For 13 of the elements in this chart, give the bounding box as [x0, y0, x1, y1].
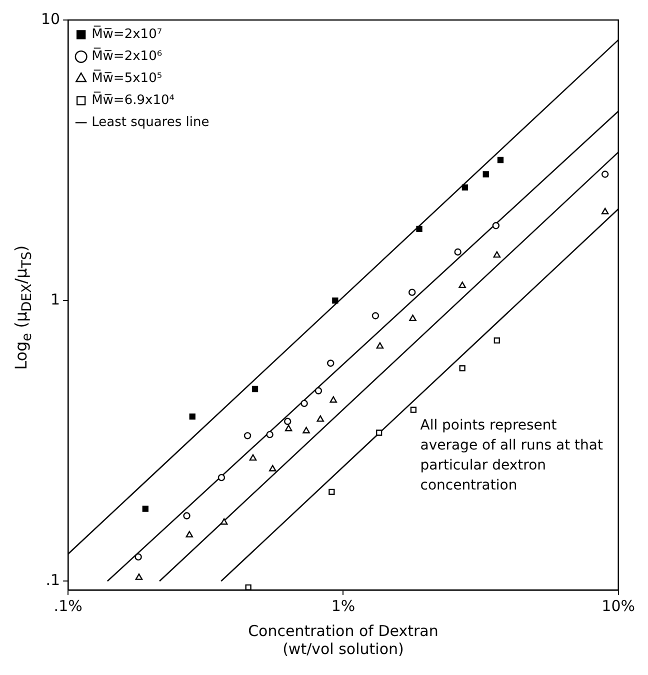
- y-tick-label: 1: [50, 290, 60, 308]
- x-tick-label: 1%: [331, 596, 356, 615]
- annotation: All points represent average of all runs at that particular dextron concentration: [420, 418, 604, 494]
- x-tick-label: .1%: [54, 596, 82, 615]
- y-tick-label: 10: [40, 10, 60, 28]
- legend-label: M̅w̅=5x10⁵: [92, 70, 162, 86]
- legend-label: M̅w̅=6.9x10⁴: [92, 92, 174, 108]
- x-axis-title: Concentration of Dextran (wt/vol solution): [248, 622, 438, 658]
- legend-label: Least squares line: [92, 115, 210, 130]
- legend-label: M̅w̅=2x10⁶: [92, 48, 162, 64]
- y-tick-label: .1: [46, 571, 60, 590]
- x-tick-label: 10%: [602, 596, 635, 615]
- legend-label: M̅w̅=2x10⁷: [92, 26, 162, 42]
